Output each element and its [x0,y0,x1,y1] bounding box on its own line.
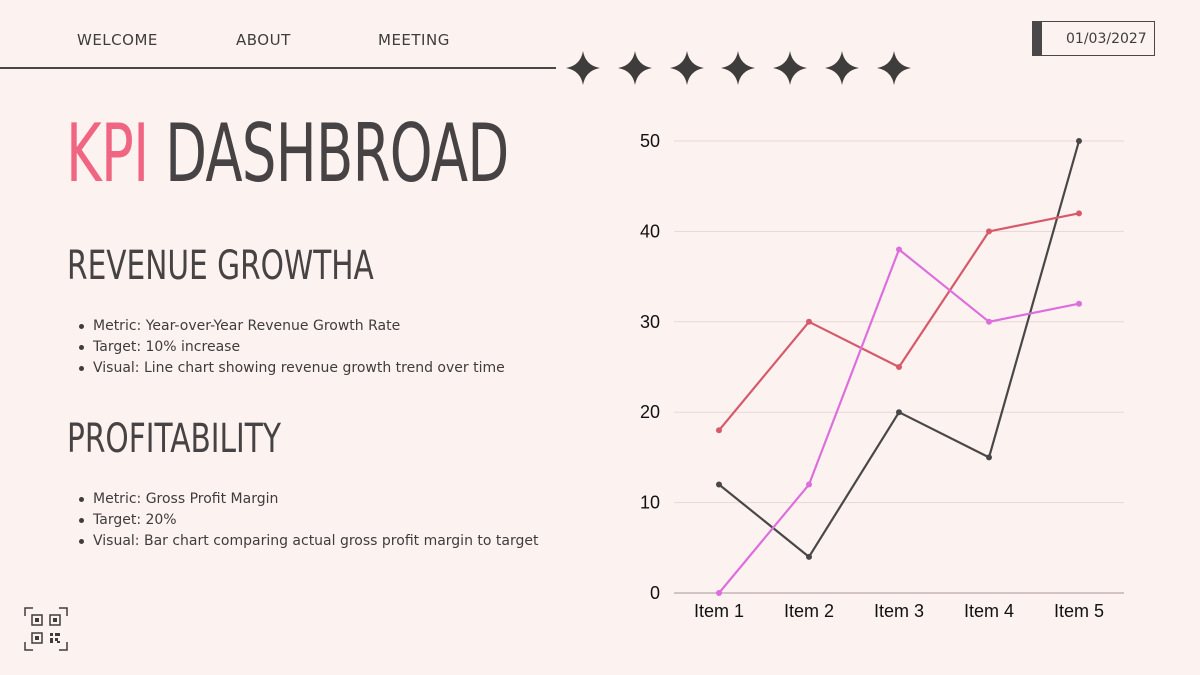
x-tick-label: Item 3 [874,601,924,621]
bullet-item: Metric: Gross Profit Margin [78,489,538,510]
series-line [718,140,1081,558]
y-tick-label: 40 [640,221,660,241]
title-accent: KPI [66,107,149,200]
data-point [806,318,812,325]
qr-code-icon [24,607,68,651]
four-point-star-icon [825,51,859,85]
data-point [896,246,902,253]
x-tick-label: Item 4 [964,601,1014,621]
bullet-item: Metric: Year-over-Year Revenue Growth Ra… [79,316,505,337]
y-tick-label: 0 [650,583,660,603]
x-tick-label: Item 1 [694,601,744,621]
data-point [896,409,902,416]
data-point [716,590,722,596]
y-tick-label: 20 [640,402,660,422]
section-heading-profitability: PROFITABILITY [67,416,281,462]
date-text: 01/03/2027 [1066,31,1147,47]
data-point [1076,210,1082,217]
data-point [806,481,812,488]
section-heading-revenue: REVENUE GROWTHA [67,243,374,289]
y-tick-label: 10 [640,493,660,513]
four-point-star-icon [617,51,652,85]
page-title: KPI DASHBROAD [66,106,509,202]
series-line [718,248,1080,594]
four-point-star-icon [876,51,911,85]
bullet-item: Target: 10% increase [79,337,505,358]
x-tick-label: Item 5 [1054,601,1104,621]
bullet-item: Visual: Line chart showing revenue growt… [79,358,505,379]
y-tick-label: 30 [640,312,660,332]
data-point [716,481,722,488]
four-point-star-icon [721,51,756,85]
data-point [986,318,992,325]
date-badge-bar [1033,22,1042,55]
data-point [986,454,992,461]
profitability-bullet-list: Metric: Gross Profit Margin Target: 20% … [78,489,538,552]
data-point [716,427,722,434]
data-point [896,364,902,370]
revenue-bullet-list: Metric: Year-over-Year Revenue Growth Ra… [79,316,505,379]
bullet-item: Target: 20% [78,510,538,531]
data-point [806,553,812,560]
y-tick-label: 50 [640,131,660,151]
date-badge: 01/03/2027 [1032,21,1155,56]
line-chart: 0 10 20 30 40 50 Item 1 Item 2 Item 3 Item 4 Item … [640,131,1124,621]
data-point [986,228,992,235]
nav-item-welcome[interactable]: WELCOME [77,31,158,49]
x-tick-label: Item 2 [784,601,834,621]
title-rest: DASHBROAD [148,107,509,200]
four-point-star-icon [773,51,808,85]
data-point [1076,138,1082,144]
four-point-star-icon [669,51,704,85]
header-divider [0,67,556,69]
data-point [1076,300,1082,307]
nav-item-about[interactable]: ABOUT [236,31,291,49]
nav-item-meeting[interactable]: MEETING [378,31,450,49]
bullet-item: Visual: Bar chart comparing actual gross… [78,531,538,552]
four-point-star-icon [566,51,600,85]
